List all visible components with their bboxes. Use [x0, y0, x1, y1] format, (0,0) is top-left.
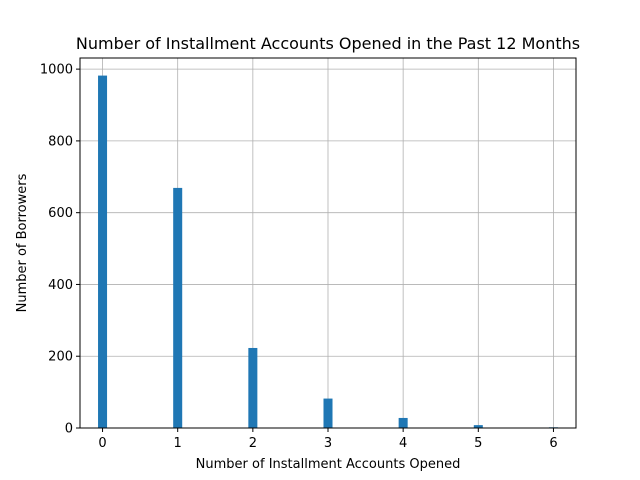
y-tick-label: 200: [48, 350, 73, 365]
bar: [98, 75, 108, 428]
y-tick-label: 400: [48, 278, 73, 293]
y-tick-label: 600: [48, 206, 73, 221]
x-tick-label: 0: [98, 436, 106, 451]
x-tick-label: 2: [249, 436, 257, 451]
bar: [398, 417, 408, 428]
x-tick-label: 1: [174, 436, 182, 451]
y-tick-label: 0: [65, 422, 73, 437]
x-axis: 0 1 2 3 4 5 6: [98, 428, 558, 451]
bar: [173, 187, 183, 428]
x-tick-label: 6: [549, 436, 557, 451]
y-axis: 0 200 400 600 800 1000: [40, 63, 80, 437]
bar: [248, 347, 258, 428]
grid: [80, 58, 576, 429]
bar: [473, 425, 483, 428]
y-axis-label: Number of Borrowers: [15, 173, 30, 312]
x-axis-label: Number of Installment Accounts Opened: [196, 457, 461, 472]
x-tick-label: 3: [324, 436, 332, 451]
y-tick-label: 1000: [40, 63, 73, 78]
chart-title: Number of Installment Accounts Opened in…: [76, 34, 580, 53]
x-tick-label: 5: [474, 436, 482, 451]
y-tick-label: 800: [48, 134, 73, 149]
x-tick-label: 4: [399, 436, 407, 451]
bar: [323, 398, 333, 428]
